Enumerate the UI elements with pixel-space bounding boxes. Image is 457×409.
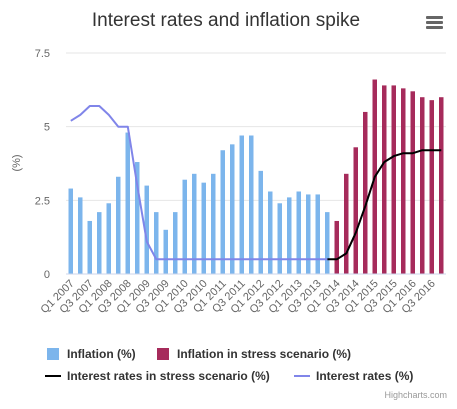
bar-inflation[interactable] xyxy=(287,197,292,274)
bar-inflation[interactable] xyxy=(106,203,112,274)
highcharts-credit[interactable]: Highcharts.com xyxy=(384,390,447,400)
y-tick-label: 2.5 xyxy=(35,195,50,207)
bar-inflation[interactable] xyxy=(277,203,283,274)
bar-inflation[interactable] xyxy=(220,150,226,274)
bar-inflation[interactable] xyxy=(230,144,235,274)
legend-item[interactable]: Interest rates in stress scenario (%) xyxy=(45,369,270,383)
legend-label[interactable]: Inflation (%) xyxy=(67,347,136,361)
chart-title: Interest rates and inflation spike xyxy=(92,10,360,31)
bar-inflation[interactable] xyxy=(325,212,330,274)
legend-swatch[interactable] xyxy=(47,348,59,360)
bar-inflation-stress[interactable] xyxy=(420,97,425,274)
bar-inflation-stress[interactable] xyxy=(410,91,416,274)
bar-inflation[interactable] xyxy=(258,170,264,274)
bar-inflation-stress[interactable] xyxy=(363,111,368,274)
bar-inflation[interactable] xyxy=(315,194,321,274)
bar-inflation[interactable] xyxy=(201,182,207,274)
bar-inflation-stress[interactable] xyxy=(439,97,444,274)
bar-marks xyxy=(68,79,444,275)
bar-inflation[interactable] xyxy=(87,220,93,274)
legend-label[interactable]: Interest rates (%) xyxy=(316,369,413,383)
bar-inflation[interactable] xyxy=(97,212,102,274)
bar-inflation[interactable] xyxy=(249,135,254,274)
bar-inflation[interactable] xyxy=(192,173,197,274)
bar-inflation[interactable] xyxy=(154,212,159,274)
bar-inflation-stress[interactable] xyxy=(429,100,435,274)
line-interest-stress[interactable] xyxy=(327,149,442,261)
y-tick-label: 0 xyxy=(44,269,50,281)
bar-inflation-stress[interactable] xyxy=(334,220,340,274)
bar-inflation[interactable] xyxy=(125,132,131,274)
menu-line-top[interactable] xyxy=(426,16,443,19)
legend: Inflation (%) Inflation in stress scenari… xyxy=(45,347,413,383)
hamburger-menu-icon[interactable] xyxy=(415,9,449,37)
bar-inflation[interactable] xyxy=(135,162,140,274)
bar-inflation[interactable] xyxy=(68,188,74,274)
bar-inflation[interactable] xyxy=(173,212,178,274)
menu-line-middle[interactable] xyxy=(426,21,443,24)
bar-inflation[interactable] xyxy=(182,179,188,274)
legend-item[interactable]: Inflation in stress scenario (%) xyxy=(157,347,351,361)
legend-swatch[interactable] xyxy=(157,348,169,360)
bar-inflation[interactable] xyxy=(211,173,216,274)
line-interest-rates[interactable] xyxy=(70,105,328,261)
y-tick-label: 7.5 xyxy=(35,48,50,60)
bar-inflation-stress[interactable] xyxy=(401,88,406,274)
bar-inflation-stress[interactable] xyxy=(344,173,349,274)
y-axis-label: (%) xyxy=(11,154,23,171)
bar-inflation-stress[interactable] xyxy=(391,85,397,274)
bar-inflation[interactable] xyxy=(306,194,311,274)
y-tick-label: 5 xyxy=(44,122,50,134)
bar-inflation[interactable] xyxy=(116,176,121,274)
line-marks xyxy=(70,105,442,261)
legend-item[interactable]: Interest rates (%) xyxy=(294,369,413,383)
bar-inflation[interactable] xyxy=(239,135,245,274)
y-axis-ticks: 0 2.5 5 7.5 xyxy=(35,48,50,281)
legend-label[interactable]: Interest rates in stress scenario (%) xyxy=(67,369,270,383)
menu-line-bottom[interactable] xyxy=(426,26,443,29)
bar-inflation[interactable] xyxy=(268,191,273,274)
bar-inflation[interactable] xyxy=(144,185,150,274)
bar-inflation[interactable] xyxy=(296,191,302,274)
legend-label[interactable]: Inflation in stress scenario (%) xyxy=(177,347,351,361)
bar-inflation-stress[interactable] xyxy=(353,147,359,274)
bar-inflation[interactable] xyxy=(163,229,169,274)
bar-inflation-stress[interactable] xyxy=(382,85,387,274)
bar-inflation[interactable] xyxy=(78,197,83,274)
legend-item[interactable]: Inflation (%) xyxy=(47,347,136,361)
